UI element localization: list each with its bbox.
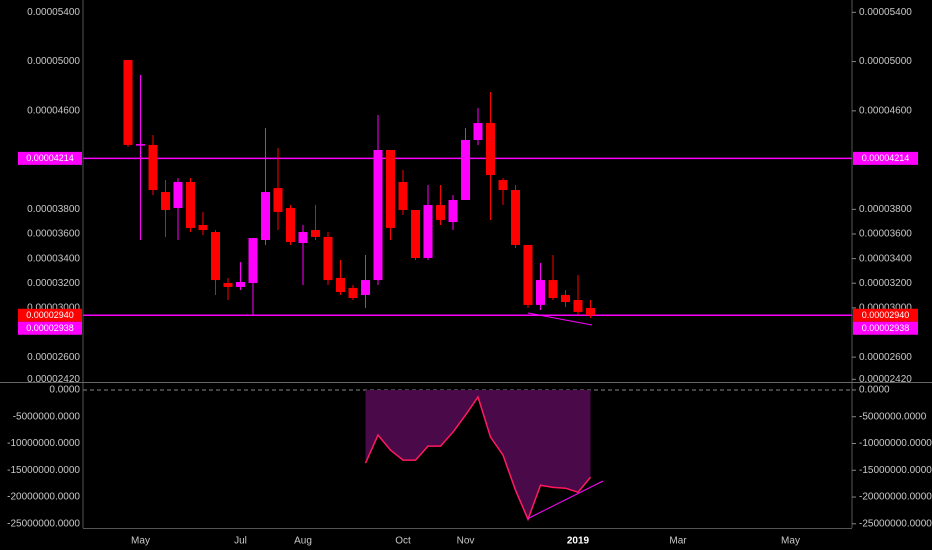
x-tick-label: 2019 [567,536,590,547]
price-badge [18,151,82,165]
candle-body [273,188,283,212]
y-tick-label: 0.00005000 [859,56,912,67]
y-tick-label: 0.00005000 [27,56,80,67]
candle-body [561,294,570,302]
candle-body [286,208,295,242]
y-tick-label: 0.0000 [49,385,80,396]
price-badge-label: 0.00004214 [862,153,910,163]
price-badges: 0.00004214 0.00004214 0.00002940 0.00002940… [18,151,918,335]
y-tick-label: -10000000.0000 [859,438,932,449]
area-fill [365,389,591,520]
y-tick-label: 0.00003400 [27,253,80,264]
y-tick-label: 0.00003000 [859,303,912,314]
trend-line [526,480,604,520]
candle-body [311,230,320,237]
price-badge [853,321,918,335]
candle-body [536,280,545,305]
candle-body [461,140,470,200]
candle-body [148,144,158,191]
y-tick-label: 0.00003400 [859,253,912,264]
x-tick-label: Aug [294,536,312,547]
y-tick-label: 0.00003600 [27,229,80,240]
candle-body [523,244,533,305]
y-tick-label: 0.00004600 [859,105,912,116]
candle-body [161,191,170,210]
candle-body [248,238,258,284]
y-tick-label: -15000000.0000 [7,465,80,476]
candle-body [336,277,345,292]
y-tick-label: 0.00002420 [27,374,80,385]
price-badge-label: 0.00004214 [26,153,74,163]
price-badge [853,151,918,165]
candle-body [498,180,508,191]
y-tick-label: -5000000.0000 [13,411,81,422]
candle-body [573,299,583,312]
x-tick-label: Oct [395,536,411,547]
y-tick-label: -5000000.0000 [859,411,927,422]
candle-body [548,280,558,299]
x-tick-label: May [781,536,800,547]
y-tick-label: -25000000.0000 [7,518,80,529]
y-tick-label: -20000000.0000 [859,492,932,503]
x-tick-label: May [131,536,150,547]
candle-body [123,59,133,145]
price-badge-label: 0.00002940 [26,310,74,320]
y-tick-label: 0.00003800 [27,204,80,215]
y-tick-label: 0.00002600 [27,352,80,363]
price-badge-label: 0.00002940 [862,310,910,320]
y-tick-label: 0.0000 [859,385,890,396]
candle-body [173,182,183,209]
y-tick-label: 0.00003000 [27,303,80,314]
trend-line [527,312,593,326]
price-badge-label: 0.00002938 [26,323,74,333]
candle-body [448,199,458,223]
y-tick-label: 0.00003200 [27,278,80,289]
price-badge [18,308,82,322]
x-tick-label: Nov [457,536,475,547]
candle-body [411,209,420,259]
candle-body [398,182,408,210]
x-tick-label: Jul [234,536,247,547]
candle-body [423,205,433,259]
candle-body [586,308,595,316]
candle-body [186,182,195,228]
y-tick-label: -25000000.0000 [859,518,932,529]
price-badge-label: 0.00002938 [862,323,910,333]
candle-body [198,224,208,231]
y-tick-label: 0.00002600 [859,352,912,363]
y-tick-label: 0.00003600 [859,229,912,240]
y-tick-label: 0.00004600 [27,105,80,116]
area-line [364,395,592,522]
candle-body [361,280,370,295]
price-badge [18,321,82,335]
candle-body [136,144,145,146]
y-tick-label: 0.00005400 [859,7,912,18]
candle-body [473,123,483,141]
y-tick-label: -15000000.0000 [859,465,932,476]
candle-body [436,205,445,220]
candle-body [386,149,395,228]
y-tick-label: 0.00002420 [859,374,912,385]
y-tick-label: 0.00005400 [27,7,80,18]
x-tick-label: Mar [669,536,687,547]
y-tick-label: 0.00003200 [859,278,912,289]
candle-body [373,149,383,281]
candle-body [323,236,333,281]
candle-body [511,190,520,245]
candle-body [211,232,220,281]
candle-body [486,123,495,175]
y-tick-label: -20000000.0000 [7,492,80,503]
candle-body [236,282,245,287]
candle-body [298,232,308,243]
price-badge [853,308,918,322]
candle-body [348,287,358,299]
y-tick-label: -10000000.0000 [7,438,80,449]
y-tick-label: 0.00003800 [859,204,912,215]
candle-body [261,191,270,241]
candle-body [223,283,233,287]
plot: 0.00005400 0.00005400 0.00005000 0.00005000… [7,7,932,547]
